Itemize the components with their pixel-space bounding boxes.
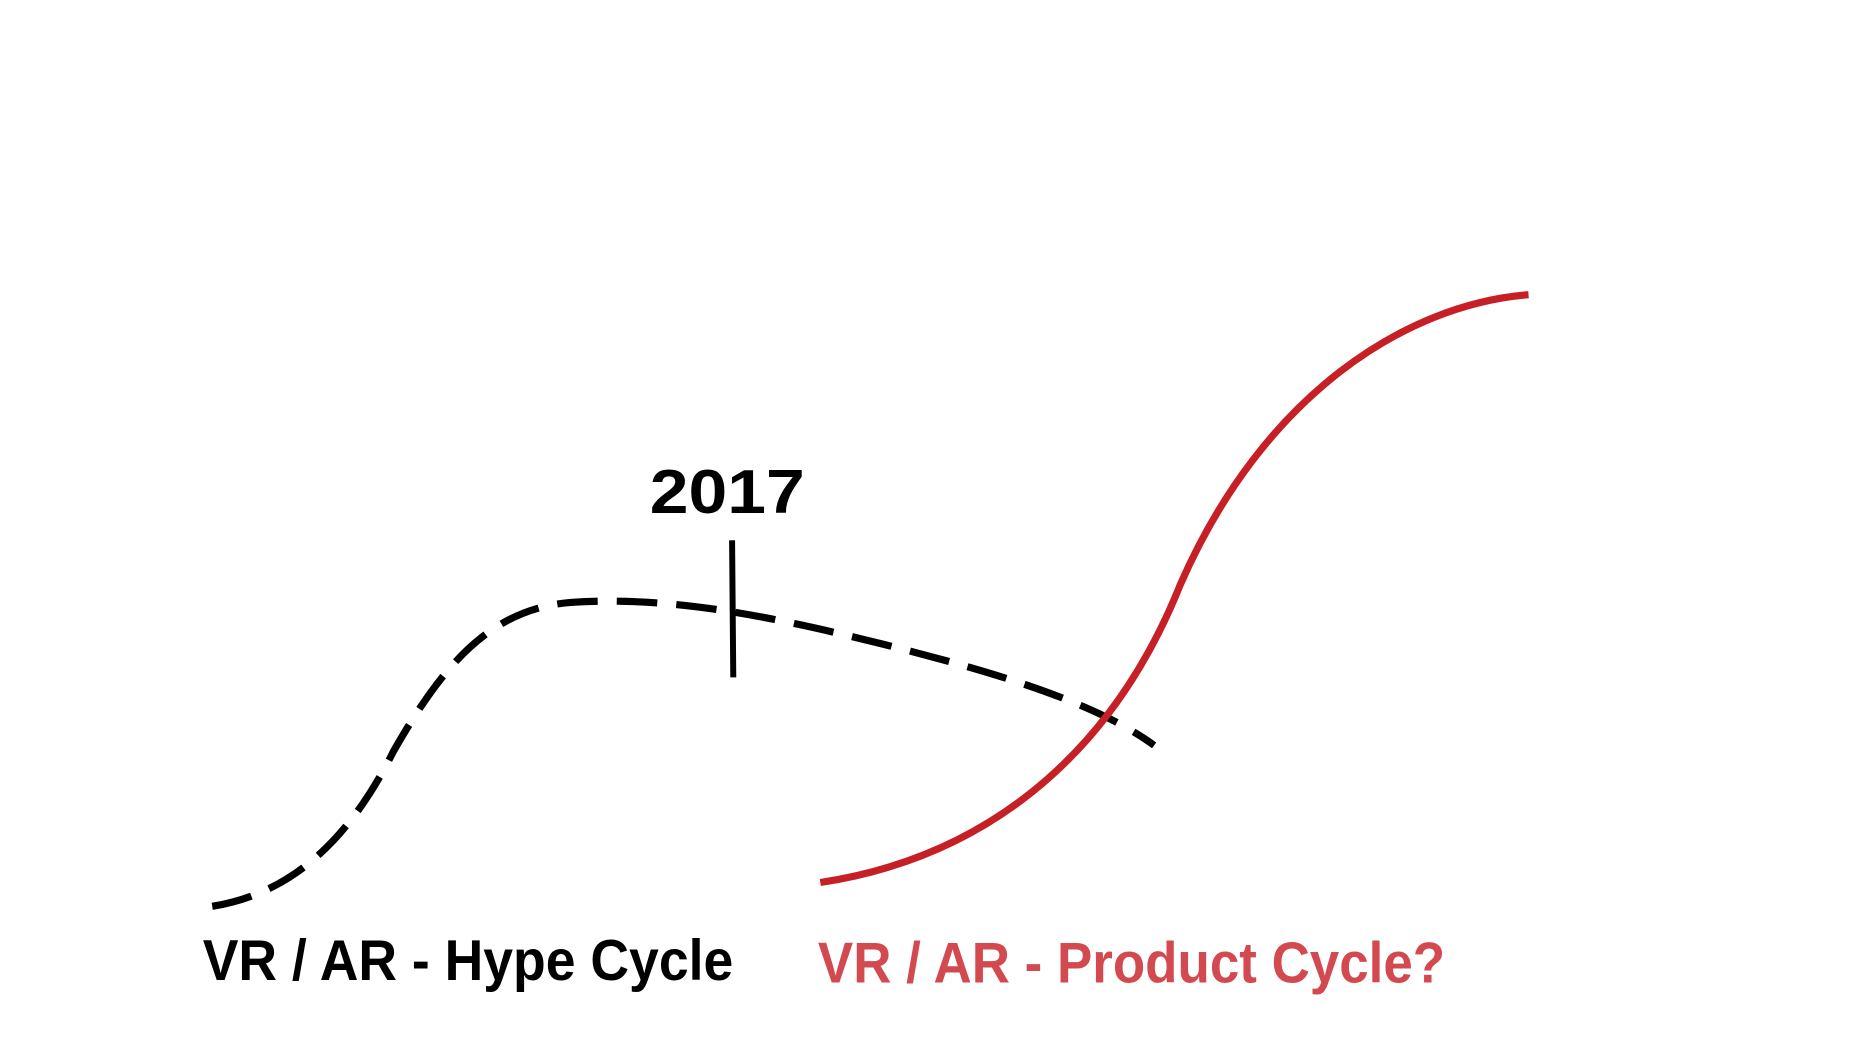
hype-cycle-curve (211, 597, 1157, 910)
product-cycle-label: VR / AR - Product Cycle? (818, 932, 1445, 996)
year-2017-label: 2017 (650, 458, 805, 527)
year-2017-marker (729, 540, 737, 678)
hype-cycle-label: VR / AR - Hype Cycle (203, 929, 734, 993)
product-cycle-curve (819, 291, 1529, 887)
